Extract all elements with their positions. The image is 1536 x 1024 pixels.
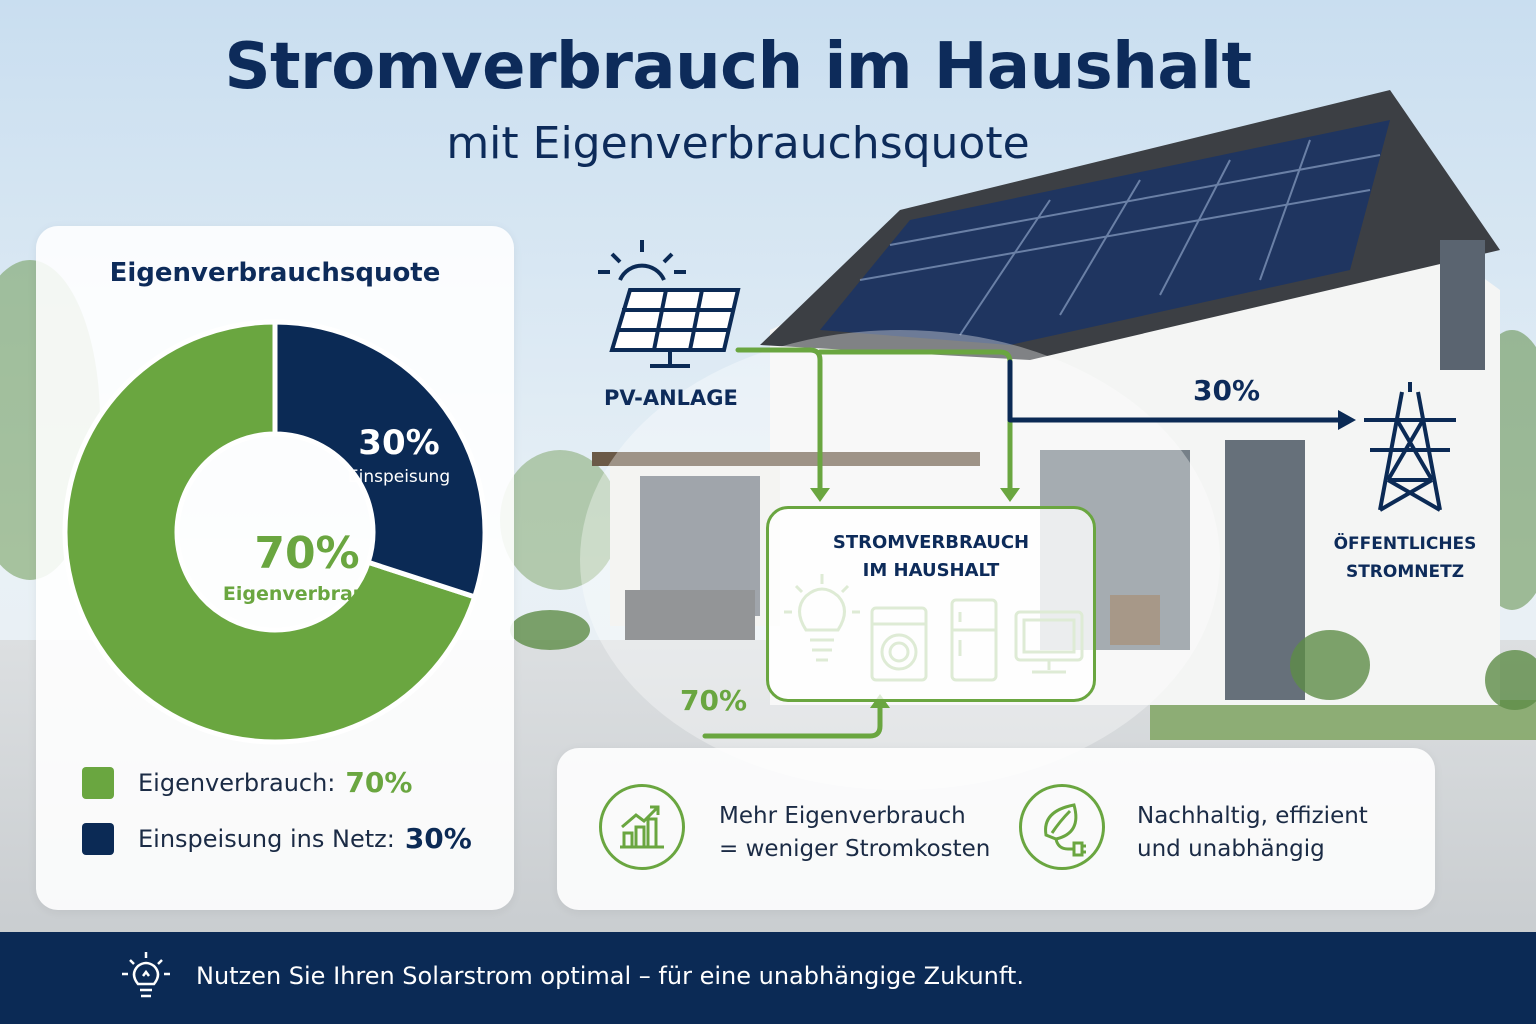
household-consumption-box: STROMVERBRAUCH IM HAUSHALT [766,506,1096,702]
grid-label: ÖFFENTLICHES STROMNETZ [1333,534,1477,582]
legend-label: Einspeisung ins Netz: [138,824,395,853]
grid-share-label: 30% [1193,374,1261,407]
page-title: Stromverbrauch im Haushalt [224,30,1252,104]
data-label-einspeisung: 30% [358,423,439,463]
household-label: STROMVERBRAUCH IM HAUSHALT [832,532,1030,581]
donut-slice-eigenverbrauch [62,319,478,745]
legend-item-einspeisung: Einspeisung ins Netz: 30% [82,822,472,855]
donut-chart: 70% Eigenverbrauch 30% Einspeisung [62,319,488,745]
slice-label-eigenverbrauch: Eigenverbrauch [223,583,391,605]
chart-card: Eigenverbrauchsquote 70% Eigenverbrauch 30… [36,226,514,910]
benefits-card: Mehr Eigenverbrauch = weniger Stromkoste… [557,748,1435,910]
solar-panel-icon [598,240,741,368]
self-share-label: 70% [680,684,748,717]
chart-growth-icon [599,784,685,870]
leaf-plug-icon [1019,784,1105,870]
legend-label: Eigenverbrauch: [138,768,336,797]
lightbulb-icon [122,952,170,998]
legend-swatch-green [82,766,114,799]
benefit-text-sustainability: Nachhaltig, effizient und unabhängig [1137,803,1368,862]
pv-label: PV-ANLAGE [604,386,738,410]
slice-label-einspeisung: Einspeisung [348,467,450,487]
donut-slice-einspeisung [272,319,488,601]
power-tower-icon [1364,382,1456,512]
legend-item-eigenverbrauch: Eigenverbrauch: 70% [82,766,412,799]
page-subtitle: mit Eigenverbrauchsquote [446,118,1030,169]
footer-banner: Nutzen Sie Ihren Solarstrom optimal – fü… [0,932,1536,1024]
benefit-text-costs: Mehr Eigenverbrauch = weniger Stromkoste… [719,803,991,862]
data-label-eigenverbrauch: 70% [254,528,359,579]
legend-value: 70% [345,766,413,799]
chart-title: Eigenverbrauchsquote [109,258,441,288]
legend-value: 30% [404,822,472,855]
footer-text: Nutzen Sie Ihren Solarstrom optimal – fü… [196,962,1024,990]
legend-swatch-navy [82,822,114,855]
